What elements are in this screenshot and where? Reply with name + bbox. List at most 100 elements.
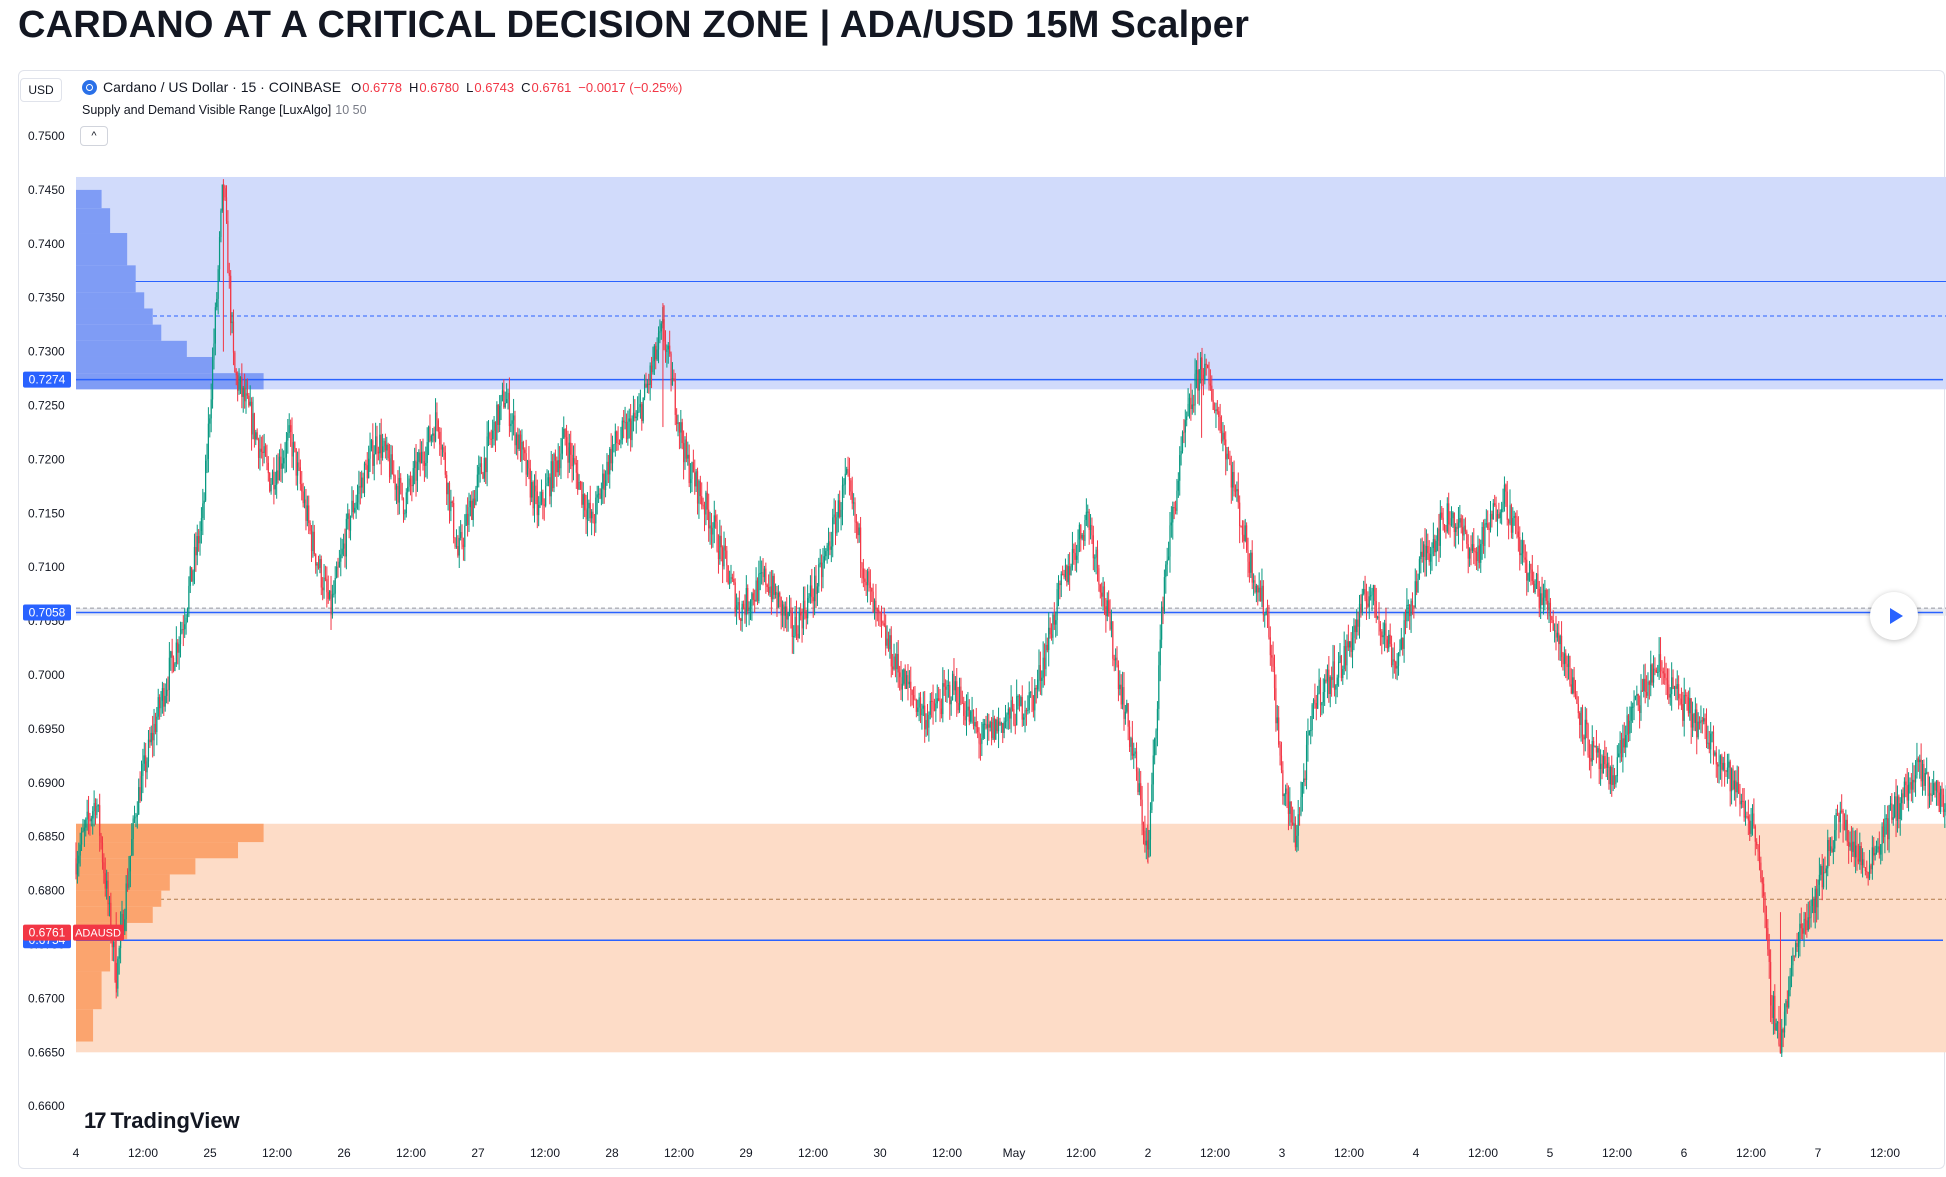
- candle-body: [1237, 489, 1239, 503]
- currency-selector[interactable]: USD: [20, 78, 62, 102]
- candle-body: [1396, 665, 1398, 669]
- candle-body: [453, 502, 455, 538]
- candle-body: [723, 545, 725, 567]
- candle-body: [1471, 544, 1473, 551]
- candle-body: [1845, 819, 1847, 831]
- candle-body: [1081, 535, 1083, 539]
- candle-body: [1906, 785, 1908, 801]
- candle-body: [285, 440, 288, 458]
- candle-body: [348, 513, 350, 531]
- candle-body: [956, 681, 958, 703]
- zones-layer: [76, 176, 1946, 1053]
- candle-body: [1671, 677, 1673, 695]
- candle-body: [1383, 623, 1386, 636]
- candle-body: [1167, 556, 1170, 560]
- candle-body: [1878, 846, 1880, 855]
- candle-body: [965, 710, 968, 721]
- candle-body: [1286, 788, 1288, 792]
- candle-body: [692, 462, 694, 473]
- collapse-legend-button[interactable]: ^: [80, 126, 108, 146]
- candle-body: [763, 568, 766, 578]
- candle-body: [104, 873, 106, 889]
- candle-body: [430, 435, 432, 441]
- candle-body: [1190, 397, 1192, 410]
- candle-body: [373, 454, 375, 466]
- candle-body: [315, 554, 317, 566]
- candle-body: [1145, 840, 1147, 846]
- indicator-legend[interactable]: Supply and Demand Visible Range [LuxAlgo…: [82, 103, 367, 117]
- candle-body: [408, 478, 410, 487]
- candle-body: [1135, 751, 1138, 772]
- candle-body: [1765, 914, 1768, 928]
- candle-body: [691, 462, 693, 480]
- candle-body: [1707, 742, 1709, 744]
- candle-body: [269, 473, 271, 492]
- candle-body: [1824, 872, 1826, 874]
- candle-body: [1017, 696, 1019, 698]
- candle-body: [876, 609, 878, 611]
- candle-body: [1753, 813, 1755, 827]
- candle-body: [553, 454, 555, 489]
- candle-body: [1198, 369, 1200, 391]
- candle-body: [316, 563, 318, 566]
- candle-body: [1683, 694, 1685, 721]
- candle-body: [1605, 764, 1607, 768]
- candle-body: [1909, 782, 1911, 785]
- candle-body: [777, 592, 779, 608]
- symbol-title[interactable]: Cardano / US Dollar · 15 · COINBASE: [103, 79, 342, 95]
- candle-body: [825, 551, 827, 557]
- candle-body: [1173, 506, 1175, 509]
- candle-body: [271, 471, 274, 484]
- candle-body: [740, 618, 742, 621]
- candle-body: [422, 451, 424, 461]
- candle-body: [1082, 535, 1085, 541]
- candle-body: [462, 544, 465, 548]
- candle-body: [664, 341, 667, 353]
- candle-body: [1381, 631, 1383, 638]
- low-value: 0.6743: [474, 79, 515, 95]
- candle-body: [1627, 715, 1630, 734]
- candle-body: [781, 604, 784, 616]
- candle-body: [1898, 796, 1900, 820]
- candle-body: [1781, 1029, 1783, 1054]
- candle-body: [259, 448, 261, 458]
- candle-body: [1501, 509, 1503, 513]
- candle-body: [1569, 655, 1571, 685]
- candle-body: [1933, 783, 1935, 795]
- candle-body: [1556, 632, 1558, 638]
- candle-body: [759, 572, 761, 574]
- candle-body: [404, 513, 406, 515]
- candle-body: [1672, 677, 1674, 689]
- candle-body: [340, 554, 342, 562]
- candle-body: [1158, 665, 1160, 709]
- candle-body: [1910, 782, 1912, 790]
- candle-body: [128, 871, 130, 888]
- candle-body: [139, 787, 141, 801]
- candle-body: [702, 504, 704, 507]
- candle-body: [577, 472, 579, 490]
- candle-body: [1172, 506, 1174, 523]
- candle-body: [1535, 573, 1538, 584]
- scroll-to-realtime-button[interactable]: [1870, 592, 1918, 640]
- high-label: H: [408, 79, 419, 95]
- candle-body: [1350, 641, 1352, 652]
- candle-body: [769, 586, 771, 594]
- candle-body: [610, 448, 612, 464]
- candle-body: [1651, 664, 1653, 683]
- candle-body: [1673, 686, 1676, 689]
- price-tick-label: 0.7200: [28, 452, 65, 466]
- candle-body: [1810, 906, 1812, 918]
- candle-body: [634, 412, 636, 419]
- candle-body: [472, 498, 474, 521]
- candle-body: [1130, 738, 1132, 747]
- candle-body: [161, 688, 164, 701]
- candle-body: [1913, 779, 1915, 783]
- candle-body: [1073, 548, 1075, 553]
- candle-body: [1449, 524, 1451, 526]
- supply-profile-bar: [76, 373, 264, 390]
- candle-body: [1686, 695, 1688, 698]
- candle-body: [1298, 814, 1301, 816]
- candle-body: [338, 561, 340, 568]
- candle-body: [1574, 693, 1577, 697]
